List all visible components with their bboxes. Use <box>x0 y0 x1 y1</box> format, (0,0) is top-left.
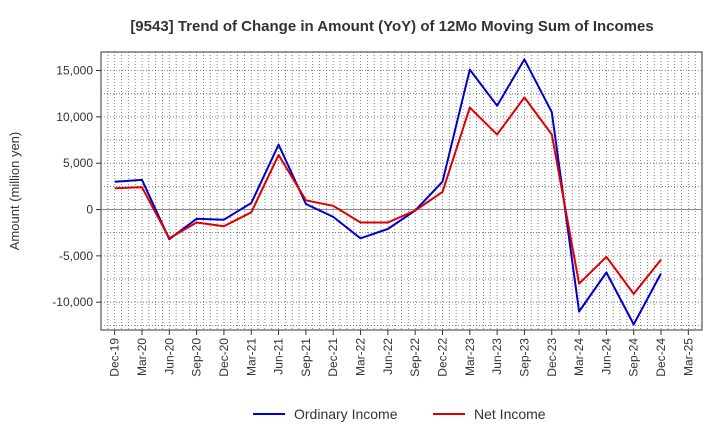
series-line-net-income <box>114 96 662 295</box>
x-tick-label: Jun-22 <box>381 338 395 375</box>
x-tick-label: Dec-21 <box>326 338 340 377</box>
x-tick-label: Mar-23 <box>463 338 477 376</box>
x-tick-label: Dec-23 <box>545 338 559 377</box>
x-tick-label: Jun-24 <box>599 338 613 375</box>
x-tick-label: Dec-22 <box>435 338 449 377</box>
y-tick-label: 10,000 <box>56 110 93 124</box>
x-tick-label: Dec-19 <box>108 338 122 377</box>
series-group <box>114 58 662 326</box>
x-axis: Dec-19 Mar-20 Jun-20 Sep-20 Dec-20 Mar-21 Jun-… <box>108 330 695 377</box>
legend-label: Ordinary Income <box>294 406 398 422</box>
legend: Ordinary Income Net Income <box>253 406 546 422</box>
x-tick-label: Mar-21 <box>244 338 258 376</box>
legend-label: Net Income <box>474 406 546 422</box>
y-tick-label: -10,000 <box>52 295 93 309</box>
x-tick-label: Dec-20 <box>217 338 231 377</box>
y-axis-label: Amount (million yen) <box>7 132 22 251</box>
x-tick-label: Mar-20 <box>135 338 149 376</box>
x-tick-label: Mar-22 <box>354 338 368 376</box>
x-tick-label: Mar-25 <box>681 338 695 376</box>
chart-title: [9543] Trend of Change in Amount (YoY) o… <box>130 18 653 35</box>
x-tick-label: Sep-21 <box>299 338 313 377</box>
x-tick-label: Sep-20 <box>190 338 204 377</box>
x-tick-label: Jun-20 <box>162 338 176 375</box>
y-tick-label: 0 <box>86 203 93 217</box>
y-tick-label: -5,000 <box>59 249 93 263</box>
x-tick-label: Sep-23 <box>517 338 531 377</box>
x-tick-label: Jun-21 <box>272 338 286 375</box>
x-tick-label: Sep-22 <box>408 338 422 377</box>
x-tick-label: Sep-24 <box>627 338 641 377</box>
x-tick-label: Dec-24 <box>654 338 668 377</box>
grid <box>101 52 702 330</box>
x-tick-label: Mar-24 <box>572 338 586 376</box>
y-axis: 15,000 10,000 5,000 0 -5,000 -10,000 <box>52 64 101 309</box>
y-tick-label: 5,000 <box>63 156 93 170</box>
series-line-ordinary-income <box>114 58 662 326</box>
y-tick-label: 15,000 <box>56 64 93 78</box>
x-tick-label: Jun-23 <box>490 338 504 375</box>
